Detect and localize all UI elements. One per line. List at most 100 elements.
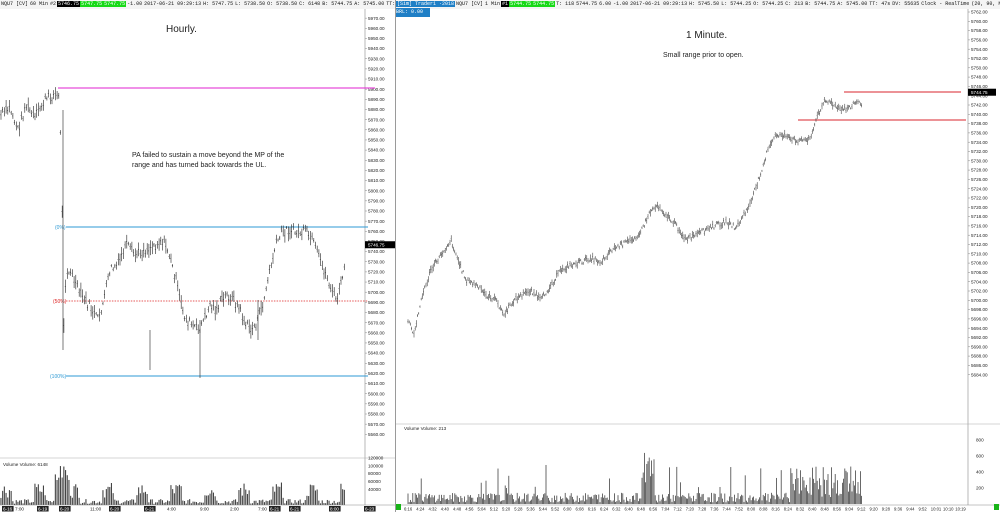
volume-bar <box>112 493 114 505</box>
scroll-right-button[interactable] <box>994 504 999 510</box>
volume-bar <box>482 498 483 504</box>
volume-bar <box>548 497 549 504</box>
volume-bar <box>594 494 596 504</box>
header-field: O: 5738.50 <box>267 1 298 7</box>
volume-bar <box>671 501 673 504</box>
price-tick-label: 5630.00 <box>368 361 385 366</box>
volume-bar <box>735 501 736 504</box>
volume-bar <box>182 500 184 505</box>
date-marker <box>109 506 121 512</box>
price-tick-label: 5692.00 <box>971 335 988 340</box>
volume-bar <box>430 497 432 504</box>
volume-bar <box>156 502 158 505</box>
hourly-volume-label: Volume Volume: 6148 <box>3 462 48 467</box>
volume-bar <box>262 499 264 505</box>
volume-bar <box>289 499 291 505</box>
one-minute-chart-canvas[interactable]: 5762.00 5760.00 5758.00 5756.00 5754.00 5752.… <box>396 0 1000 512</box>
price-tick-label: 5880.00 <box>368 107 385 112</box>
hourly-chart-header: NQU7 [CV] 60 Min #2 5746.75 5747.75 5747.75 -1… <box>0 0 395 9</box>
volume-bar <box>437 498 439 504</box>
time-tick-label: 9:12 <box>857 507 866 512</box>
volume-bar <box>102 490 104 505</box>
time-axis-area <box>0 505 395 512</box>
volume-bar <box>59 466 61 505</box>
volume-bar <box>744 475 746 504</box>
volume-bar <box>593 495 595 504</box>
volume-bar <box>738 499 740 504</box>
volume-bar <box>460 495 462 504</box>
volume-bar <box>426 498 428 504</box>
header-field: 2017-06-21 09:29:13 <box>144 1 202 7</box>
volume-bar <box>810 494 812 504</box>
time-tick-label: 5:36 <box>527 507 536 512</box>
volume-bar <box>504 485 506 504</box>
volume-bar <box>718 497 720 504</box>
volume-bar <box>36 487 38 505</box>
volume-bar <box>462 501 464 504</box>
volume-bar <box>8 490 10 505</box>
volume-bar <box>229 503 231 505</box>
price-tick-label: 5690.00 <box>368 300 385 305</box>
volume-bar <box>299 499 301 505</box>
volume-bar <box>241 495 243 505</box>
volume-bar <box>545 464 547 504</box>
volume-bar <box>431 495 433 504</box>
volume-bar <box>443 494 445 504</box>
price-tick-label: 5870.00 <box>368 117 385 122</box>
volume-bar <box>740 496 741 504</box>
time-tick-label: 6:24 <box>600 507 609 512</box>
price-tick-label: 5680.00 <box>368 310 385 315</box>
price-tick-label: 5708.00 <box>971 261 988 266</box>
volume-bar <box>586 499 588 504</box>
price-tick-label: 5770.00 <box>368 219 385 224</box>
volume-bar <box>766 500 768 504</box>
volume-bar <box>408 502 410 504</box>
time-tick-label: 10:01 <box>931 507 942 512</box>
volume-bar <box>603 497 604 504</box>
volume-bar <box>321 500 323 505</box>
volume-bar <box>807 491 808 504</box>
volume-bar <box>48 501 50 505</box>
volume-bar <box>478 494 480 504</box>
volume-bar <box>90 502 92 505</box>
volume-bar <box>651 460 652 504</box>
volume-bar <box>680 482 681 504</box>
time-tick-label: 8:48 <box>821 507 830 512</box>
volume-bar <box>255 500 257 505</box>
scroll-left-button[interactable] <box>396 504 401 510</box>
time-tick-label: 6:16 <box>588 507 597 512</box>
volume-bar <box>574 501 576 504</box>
hourly-chart-panel[interactable]: NQU7 [CV] 60 Min #2 5746.75 5747.75 5747.75 -1… <box>0 0 396 512</box>
volume-bar <box>269 500 271 505</box>
time-tick-label: 8:00 <box>330 507 339 512</box>
volume-bar <box>243 483 245 505</box>
price-tick-label: 5748.00 <box>971 75 988 80</box>
volume-bar <box>294 500 296 505</box>
volume-bar <box>61 477 63 505</box>
volume-bar <box>464 496 465 504</box>
volume-bar <box>411 501 412 504</box>
price-tick-label: 5960.00 <box>368 26 385 31</box>
volume-bar <box>93 500 95 505</box>
one-minute-chart-panel[interactable]: [Sim] Trader1 ·2018 NQU7 [CV] 1 Min #1 5744.… <box>396 0 1000 512</box>
time-tick-label: 6-21 <box>270 507 280 512</box>
volume-bar <box>466 500 468 504</box>
volume-bar <box>25 500 27 505</box>
volume-bar <box>479 496 481 504</box>
header-field: #1 <box>501 1 510 7</box>
volume-bar <box>516 492 518 504</box>
volume-bar <box>570 493 572 504</box>
volume-tick-label: 400 <box>976 470 984 475</box>
volume-bar <box>773 495 775 504</box>
volume-bar <box>849 483 850 504</box>
volume-bar <box>286 500 288 505</box>
volume-bar <box>774 499 776 504</box>
volume-bar <box>647 461 649 504</box>
hourly-chart-canvas[interactable]: 5970.00 5960.00 5950.00 5940.00 5930.00 5920.… <box>0 0 395 512</box>
volume-bar <box>309 484 311 505</box>
volume-bar <box>699 493 700 504</box>
volume-bar <box>75 484 77 505</box>
volume-bar <box>836 493 837 504</box>
volume-bar <box>51 502 53 505</box>
volume-bar <box>455 494 457 504</box>
